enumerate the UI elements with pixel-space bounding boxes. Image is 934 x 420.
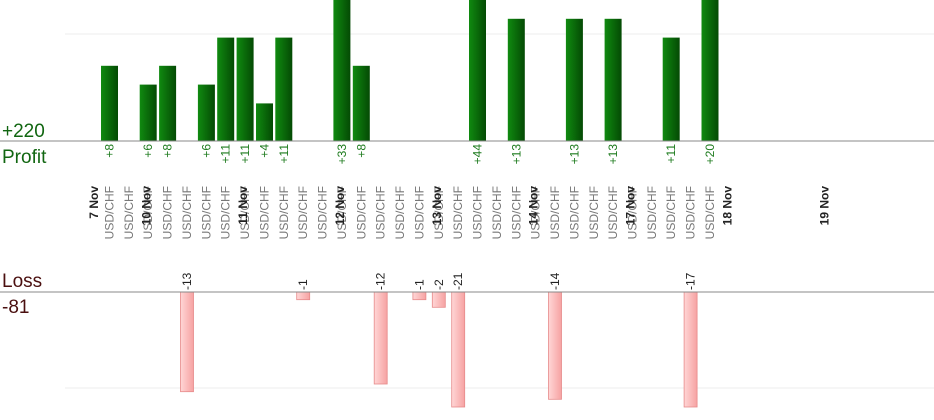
date-label: 11 Nov: [236, 186, 250, 225]
pair-label: USD/CHF: [703, 186, 717, 239]
profit-value-label: +13: [606, 144, 620, 165]
profit-bar: [701, 0, 719, 141]
profit-value-label: +6: [199, 144, 213, 158]
pair-label: USD/CHF: [490, 186, 504, 239]
date-label: 17 Nov: [624, 186, 638, 226]
profit-bar: [662, 37, 680, 141]
profit-value-label: +33: [335, 144, 349, 165]
date-label: 7 Nov: [87, 186, 101, 219]
value-labels: +8 +6 +8 -13 +6 +11 +11 +4 +11 -1 +33 +8 -12 -1 -2 -21 +…: [103, 144, 718, 290]
profit-value-label: +11: [219, 144, 233, 164]
pair-label: USD/CHF: [471, 186, 485, 239]
loss-bar: [451, 291, 466, 408]
loss-bar: [412, 291, 427, 301]
pair-label: USD/CHF: [277, 186, 291, 239]
loss-value-label: -12: [374, 272, 388, 290]
profit-value-label: +8: [354, 144, 368, 158]
pair-label: USD/CHF: [103, 186, 117, 239]
pair-label: USD/CHF: [451, 186, 465, 239]
category-labels: USD/CHF USD/CHF USD/CHF USD/CHF USD/CHF USD/C…: [87, 186, 831, 240]
profit-bar: [139, 84, 157, 141]
date-label: 19 Nov: [817, 186, 831, 226]
profit-bar: [159, 65, 177, 141]
pair-label: USD/CHF: [432, 186, 446, 239]
pair-label: USD/CHF: [296, 186, 310, 239]
pair-label: USD/CHF: [238, 186, 252, 239]
pair-label: USD/CHF: [529, 186, 543, 239]
pair-label: USD/CHF: [645, 186, 659, 239]
profit-bar: [217, 37, 235, 141]
loss-value-label: -2: [432, 279, 446, 290]
profit-value-label: +11: [277, 144, 291, 164]
profit-bar: [197, 84, 215, 141]
date-label: 10 Nov: [139, 186, 153, 226]
pair-label: USD/CHF: [567, 186, 581, 239]
loss-bar: [373, 291, 388, 385]
pair-label: USD/CHF: [587, 186, 601, 239]
date-label: 18 Nov: [720, 186, 734, 226]
loss-total-value: -81: [2, 297, 29, 318]
profit-value-label: +6: [141, 144, 155, 158]
pair-label: USD/CHF: [199, 186, 213, 239]
loss-bar: [683, 291, 698, 408]
loss-bars: [180, 291, 698, 408]
profit-value-label: +4: [258, 144, 272, 158]
profit-value-label: +8: [161, 144, 175, 158]
profit-value-label: +11: [238, 144, 252, 164]
pair-label: USD/CHF: [393, 186, 407, 239]
loss-value-label: -1: [412, 279, 426, 290]
profit-value-label: +8: [103, 144, 117, 158]
profit-value-label: +13: [509, 144, 523, 165]
pair-label: USD/CHF: [258, 186, 272, 239]
pair-label: USD/CHF: [335, 186, 349, 239]
profit-bar: [101, 65, 118, 141]
pair-label: USD/CHF: [122, 186, 136, 239]
pair-label: USD/CHF: [374, 186, 388, 239]
date-label: 14 Nov: [527, 186, 541, 226]
pair-label: USD/CHF: [219, 186, 233, 239]
pair-label: USD/CHF: [548, 186, 562, 239]
loss-value-label: -13: [180, 272, 194, 290]
loss-value-label: -17: [684, 272, 698, 290]
profit-value-label: +11: [664, 144, 678, 164]
pair-label: USD/CHF: [161, 186, 175, 239]
loss-bar: [548, 291, 562, 400]
profit-bar: [352, 65, 370, 141]
loss-bar: [180, 291, 194, 393]
profit-bar: [275, 37, 293, 141]
profit-bar: [236, 37, 254, 141]
pair-label: USD/CHF: [180, 186, 194, 239]
pair-label: USD/CHF: [141, 186, 155, 239]
profit-value-label: +20: [703, 144, 717, 165]
loss-bar: [431, 291, 446, 308]
profit-total-value: +220: [2, 121, 45, 142]
pair-label: USD/CHF: [412, 186, 426, 239]
loss-value-label: -14: [548, 272, 562, 290]
pair-label: USD/CHF: [509, 186, 523, 239]
loss-total-label: Loss: [2, 271, 42, 292]
profit-bar: [256, 103, 273, 141]
date-label: 12 Nov: [333, 186, 347, 226]
pair-label: USD/CHF: [684, 186, 698, 239]
profit-bar: [469, 0, 486, 141]
profit-bar: [565, 18, 583, 141]
profit-total-label: Profit: [2, 147, 47, 168]
profit-bar: [604, 18, 622, 141]
pair-label: USD/CHF: [606, 186, 620, 239]
pair-label: USD/CHF: [626, 186, 640, 239]
profit-bar: [333, 0, 351, 141]
loss-bar: [296, 291, 311, 301]
profit-bars: [101, 0, 719, 141]
loss-value-label: -1: [296, 279, 310, 290]
pair-label: USD/CHF: [664, 186, 678, 239]
pair-label: USD/CHF: [316, 186, 330, 239]
pair-label: USD/CHF: [354, 186, 368, 239]
loss-value-label: -21: [451, 272, 465, 290]
profit-value-label: +44: [471, 144, 485, 165]
date-label: 13 Nov: [430, 186, 444, 226]
profit-value-label: +13: [567, 144, 581, 165]
profit-bar: [507, 18, 525, 141]
